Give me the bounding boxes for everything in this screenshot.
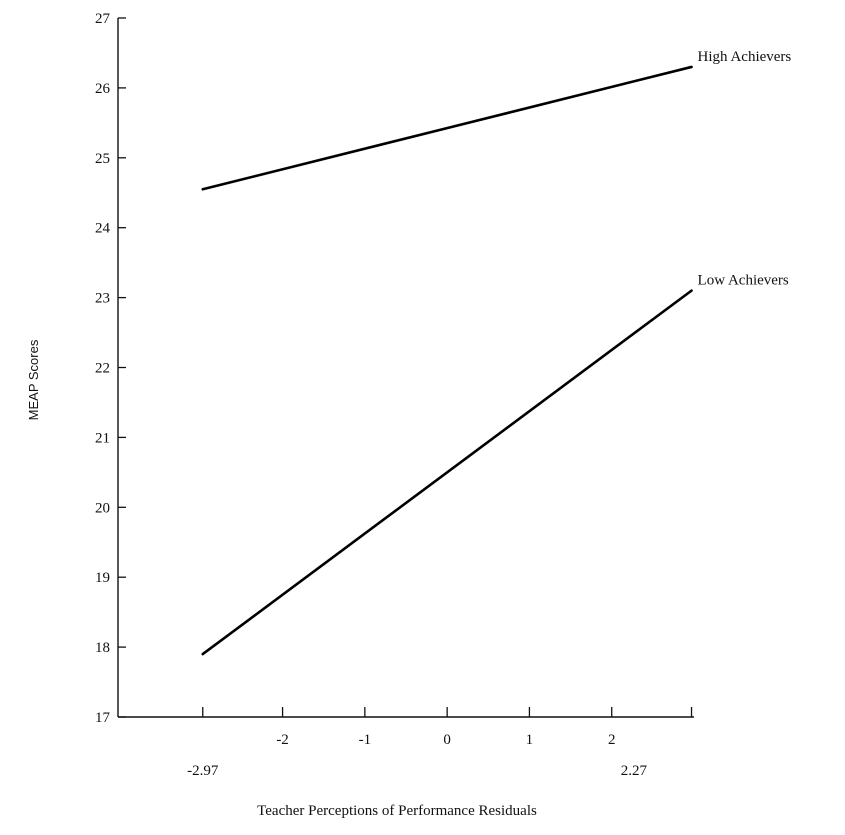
y-axis-label: MEAP Scores — [26, 339, 41, 420]
axes — [117, 18, 694, 718]
series — [201, 65, 693, 656]
x-tick-label: -2 — [276, 732, 289, 748]
y-tick-label: 25 — [95, 151, 110, 167]
y-tick-label: 23 — [95, 291, 110, 307]
y-tick-label: 22 — [95, 361, 110, 377]
y-tick-label: 20 — [95, 500, 110, 516]
y-tick-label: 26 — [95, 81, 111, 97]
x-axis-label: Teacher Perceptions of Performance Resid… — [257, 803, 537, 819]
y-tick-label: 17 — [95, 710, 111, 726]
y-tick-label: 24 — [95, 221, 111, 237]
series-label: High Achievers — [698, 49, 792, 65]
labels: 17 18 19 20 21 22 23 24 25 26 27 -2 -1 0 1 2 -2.97 2.27 Hi… — [95, 11, 791, 779]
y-tick-label: 21 — [95, 430, 110, 446]
y-tick-label: 27 — [95, 11, 111, 27]
x-extreme-label: -2.97 — [187, 763, 219, 779]
x-tick-label: 1 — [526, 732, 534, 748]
x-tick-label: 2 — [608, 732, 616, 748]
y-tick-label: 18 — [95, 640, 110, 656]
y-tick-label: 19 — [95, 570, 110, 586]
series-line-low-achievers — [201, 289, 693, 656]
series-label: Low Achievers — [698, 273, 789, 289]
x-extreme-label: 2.27 — [621, 763, 648, 779]
series-line-high-achievers — [201, 65, 693, 191]
x-tick-label: 0 — [443, 732, 451, 748]
x-tick-label: -1 — [359, 732, 372, 748]
ticks — [118, 17, 693, 718]
